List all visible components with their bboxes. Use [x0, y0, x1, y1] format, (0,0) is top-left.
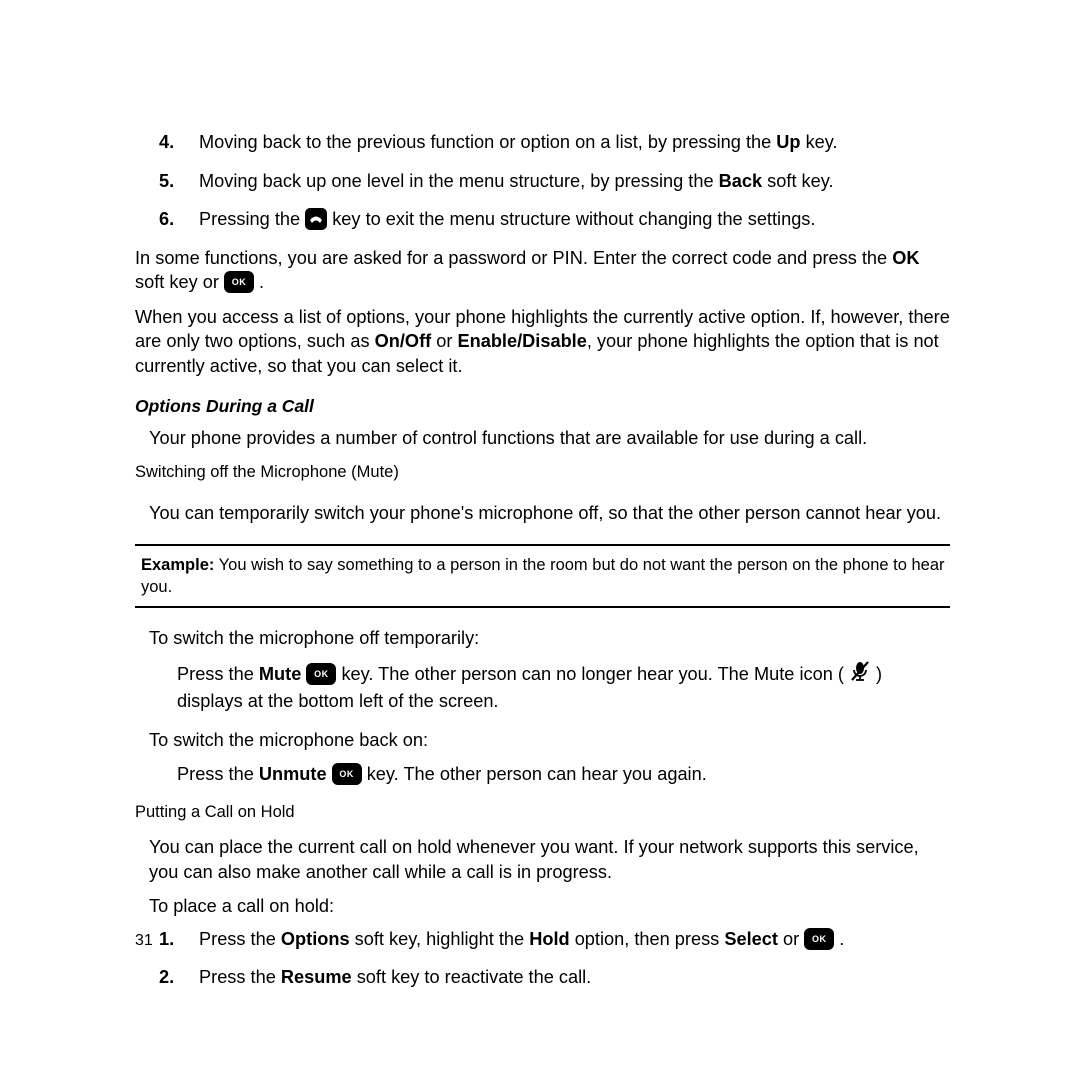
mute-on-lead: To switch the microphone back on: [149, 728, 950, 753]
hold-intro: You can place the current call on hold w… [149, 835, 950, 884]
step-number: 6. [159, 207, 199, 232]
example-text: You wish to say something to a person in… [141, 556, 945, 596]
hold-subheading: Putting a Call on Hold [135, 801, 950, 823]
step-text: Press the Resume soft key to reactivate … [199, 965, 950, 990]
hold-step-1: 1. Press the Options soft key, highlight… [135, 927, 950, 952]
mute-off-lead: To switch the microphone off temporarily… [149, 626, 950, 651]
section-heading: Options During a Call [135, 395, 950, 419]
example-box: Example: You wish to say something to a … [135, 544, 950, 609]
ok-key-icon: OK [332, 763, 362, 785]
mute-icon [849, 660, 871, 689]
step-text: Pressing the key to exit the menu struct… [199, 207, 950, 232]
step-number: 2. [159, 965, 199, 990]
section-intro: Your phone provides a number of control … [149, 426, 950, 451]
page-number: 31 [135, 930, 153, 952]
end-key-icon [305, 208, 327, 230]
options-paragraph: When you access a list of options, your … [135, 305, 950, 379]
hold-lead: To place a call on hold: [149, 894, 950, 919]
manual-page: 4. Moving back to the previous function … [0, 0, 1080, 1080]
ok-key-icon: OK [306, 663, 336, 685]
step-number: 1. [159, 927, 199, 952]
step-number: 5. [159, 169, 199, 194]
step-4: 4. Moving back to the previous function … [135, 130, 950, 155]
step-5: 5. Moving back up one level in the menu … [135, 169, 950, 194]
step-number: 4. [159, 130, 199, 155]
step-text: Moving back up one level in the menu str… [199, 169, 950, 194]
step-6: 6. Pressing the key to exit the menu str… [135, 207, 950, 232]
ok-key-icon: OK [224, 271, 254, 293]
example-label: Example: [141, 556, 214, 574]
hold-steps-list: 1. Press the Options soft key, highlight… [135, 927, 950, 990]
mute-on-step: Press the Unmute OK key. The other perso… [177, 762, 950, 787]
step-text: Press the Options soft key, highlight th… [199, 927, 950, 952]
steps-list-top: 4. Moving back to the previous function … [135, 130, 950, 232]
hold-step-2: 2. Press the Resume soft key to reactiva… [135, 965, 950, 990]
step-text: Moving back to the previous function or … [199, 130, 950, 155]
mute-subheading: Switching off the Microphone (Mute) [135, 461, 950, 483]
pin-paragraph: In some functions, you are asked for a p… [135, 246, 950, 295]
mute-off-step: Press the Mute OK key. The other person … [177, 661, 950, 714]
ok-key-icon: OK [804, 928, 834, 950]
mute-intro: You can temporarily switch your phone's … [149, 501, 950, 526]
